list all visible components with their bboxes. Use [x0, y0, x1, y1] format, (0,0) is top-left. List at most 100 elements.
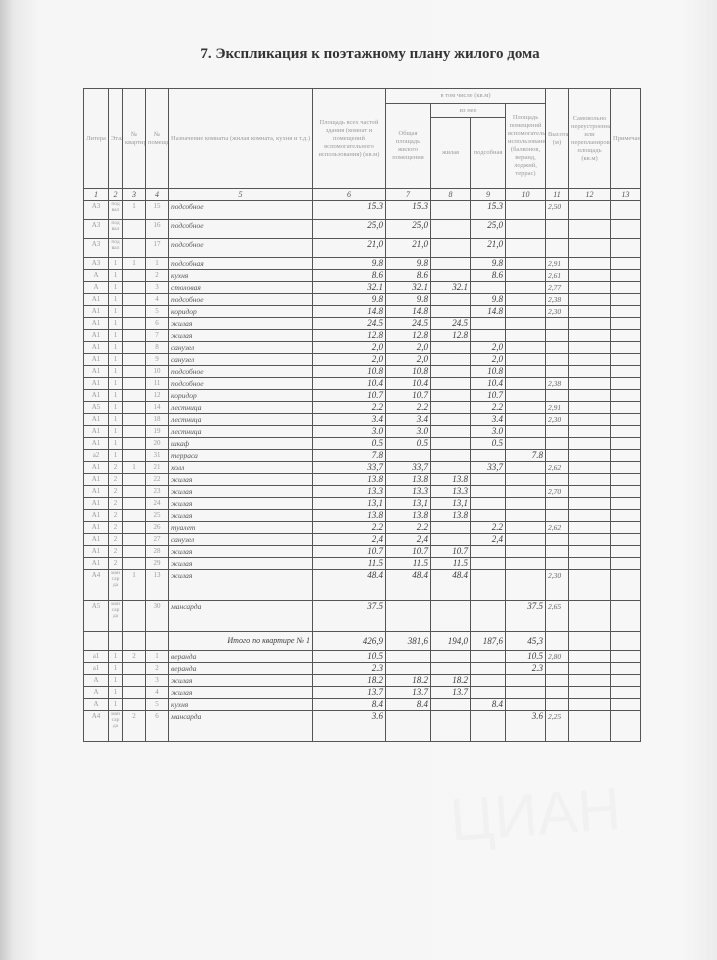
note-cell — [610, 365, 641, 378]
table-row: A 1 2 кухня 8.6 8.6 8.6 2,61 — [83, 269, 641, 282]
aux-use-area-cell: 10.5 — [505, 650, 546, 663]
auxiliary-area-cell: 10.4 — [470, 377, 506, 390]
room-number-cell: 31 — [145, 449, 169, 462]
apartment-cell — [122, 698, 146, 711]
aux-use-area-cell — [505, 569, 546, 601]
unauthorized-area-cell — [568, 686, 611, 699]
room-number-cell: 18 — [145, 413, 169, 426]
auxiliary-area-cell — [470, 473, 506, 486]
aux-use-area-cell — [505, 521, 546, 534]
header-unauthorized: Самовольно переустроенная или перепланир… — [568, 88, 611, 189]
room-number-cell: 2 — [145, 662, 169, 675]
unauthorized-area-cell — [568, 473, 611, 486]
height-cell: 2,62 — [545, 521, 569, 534]
height-cell — [545, 662, 569, 675]
aux-use-area-cell: 7.8 — [505, 449, 546, 462]
apartment-cell — [122, 485, 146, 498]
unauthorized-area-cell — [568, 317, 611, 330]
total-living-area: 194,0 — [430, 631, 471, 651]
litera-cell: A1 — [83, 329, 109, 342]
total-area-cell: 0.5 — [312, 437, 386, 450]
room-purpose-cell: жилая — [168, 317, 313, 330]
litera-cell: A1 — [83, 557, 109, 570]
table-row: A 1 4 жилая 13.7 13.7 13.7 — [83, 686, 641, 699]
litera-cell: A — [83, 698, 109, 711]
room-number-cell: 23 — [145, 485, 169, 498]
total-area-cell: 14.8 — [312, 305, 386, 318]
auxiliary-area-cell: 0.5 — [470, 437, 506, 450]
table-row: A1 1 19 лестница 3.0 3.0 3.0 — [83, 425, 641, 438]
floor-cell: 2 — [108, 485, 123, 498]
room-number-cell: 1 — [145, 650, 169, 663]
unauthorized-area-cell — [568, 281, 611, 294]
unauthorized-area-cell — [568, 238, 611, 258]
total-area-cell: 9.8 — [312, 257, 386, 270]
height-cell: 2,62 — [545, 461, 569, 474]
note-cell — [610, 341, 641, 354]
litera-cell: A1 — [83, 545, 109, 558]
total-aux-use-area: 45,3 — [505, 631, 546, 651]
litera-cell: A — [83, 686, 109, 699]
room-number-cell: 6 — [145, 710, 169, 742]
aux-use-area-cell: 2.3 — [505, 662, 546, 675]
auxiliary-area-cell — [470, 497, 506, 510]
auxiliary-area-cell: 10.7 — [470, 389, 506, 402]
room-number-cell: 19 — [145, 425, 169, 438]
note-cell — [610, 329, 641, 342]
aux-use-area-cell — [505, 686, 546, 699]
living-total-cell: 10.4 — [385, 377, 431, 390]
note-cell — [610, 686, 641, 699]
header-note: Примечание — [610, 88, 641, 189]
room-number-cell: 12 — [145, 389, 169, 402]
table-row: A4 мансарда 2 6 мансарда 3.6 3.6 2,25 — [83, 710, 641, 742]
living-total-cell: 10.7 — [385, 389, 431, 402]
header-aux-area: Площадь помещений вспомогательного испол… — [505, 103, 546, 189]
litera-cell: A1 — [83, 389, 109, 402]
living-area-cell — [430, 238, 471, 258]
apartment-cell — [122, 353, 146, 366]
room-number-cell: 2 — [145, 269, 169, 282]
room-purpose-cell: шкаф — [168, 437, 313, 450]
aux-use-area-cell — [505, 473, 546, 486]
table-row: A1 1 18 лестница 3.4 3.4 3.4 2,30 — [83, 413, 641, 426]
height-cell: 2,25 — [545, 710, 569, 742]
total-area-cell: 2.3 — [312, 662, 386, 675]
column-number: 8 — [430, 188, 471, 201]
apartment-cell — [122, 281, 146, 294]
living-area-cell — [430, 257, 471, 270]
note-cell — [610, 449, 641, 462]
column-number: 11 — [545, 188, 569, 201]
room-purpose-cell: подсобное — [168, 377, 313, 390]
floor-cell: 2 — [108, 521, 123, 534]
litera-cell: A4 — [83, 710, 109, 742]
header-room: № помещения — [145, 88, 169, 189]
apartment-cell — [122, 449, 146, 462]
table-row: A1 2 26 туалет 2.2 2.2 2.2 2,62 — [83, 521, 641, 534]
unauthorized-area-cell — [568, 545, 611, 558]
header-living-total: Общая площадь жилого помещения — [385, 103, 431, 189]
living-total-cell: 48.4 — [385, 569, 431, 601]
room-purpose-cell: подсобное — [168, 365, 313, 378]
height-cell — [545, 317, 569, 330]
aux-use-area-cell — [505, 341, 546, 354]
note-cell — [610, 650, 641, 663]
header-auxiliary: подсобная — [470, 117, 506, 189]
living-total-cell: 3.0 — [385, 425, 431, 438]
room-purpose-cell: кухня — [168, 269, 313, 282]
aux-use-area-cell — [505, 317, 546, 330]
room-purpose-cell: жилая — [168, 545, 313, 558]
total-area-cell: 2.2 — [312, 401, 386, 414]
living-total-cell: 14.8 — [385, 305, 431, 318]
room-purpose-cell: жилая — [168, 485, 313, 498]
apartment-cell — [122, 686, 146, 699]
note-cell — [610, 509, 641, 522]
apartment-cell — [122, 401, 146, 414]
header-purpose: Назначение комнаты (жилая комната, кухня… — [168, 88, 313, 189]
apartment-cell — [122, 305, 146, 318]
apartment-cell — [122, 317, 146, 330]
litera-cell: A1 — [83, 473, 109, 486]
empty-cell — [145, 631, 169, 651]
auxiliary-area-cell — [470, 662, 506, 675]
aux-use-area-cell — [505, 219, 546, 239]
table-row: A1 1 7 жилая 12.8 12.8 12.8 — [83, 329, 641, 342]
